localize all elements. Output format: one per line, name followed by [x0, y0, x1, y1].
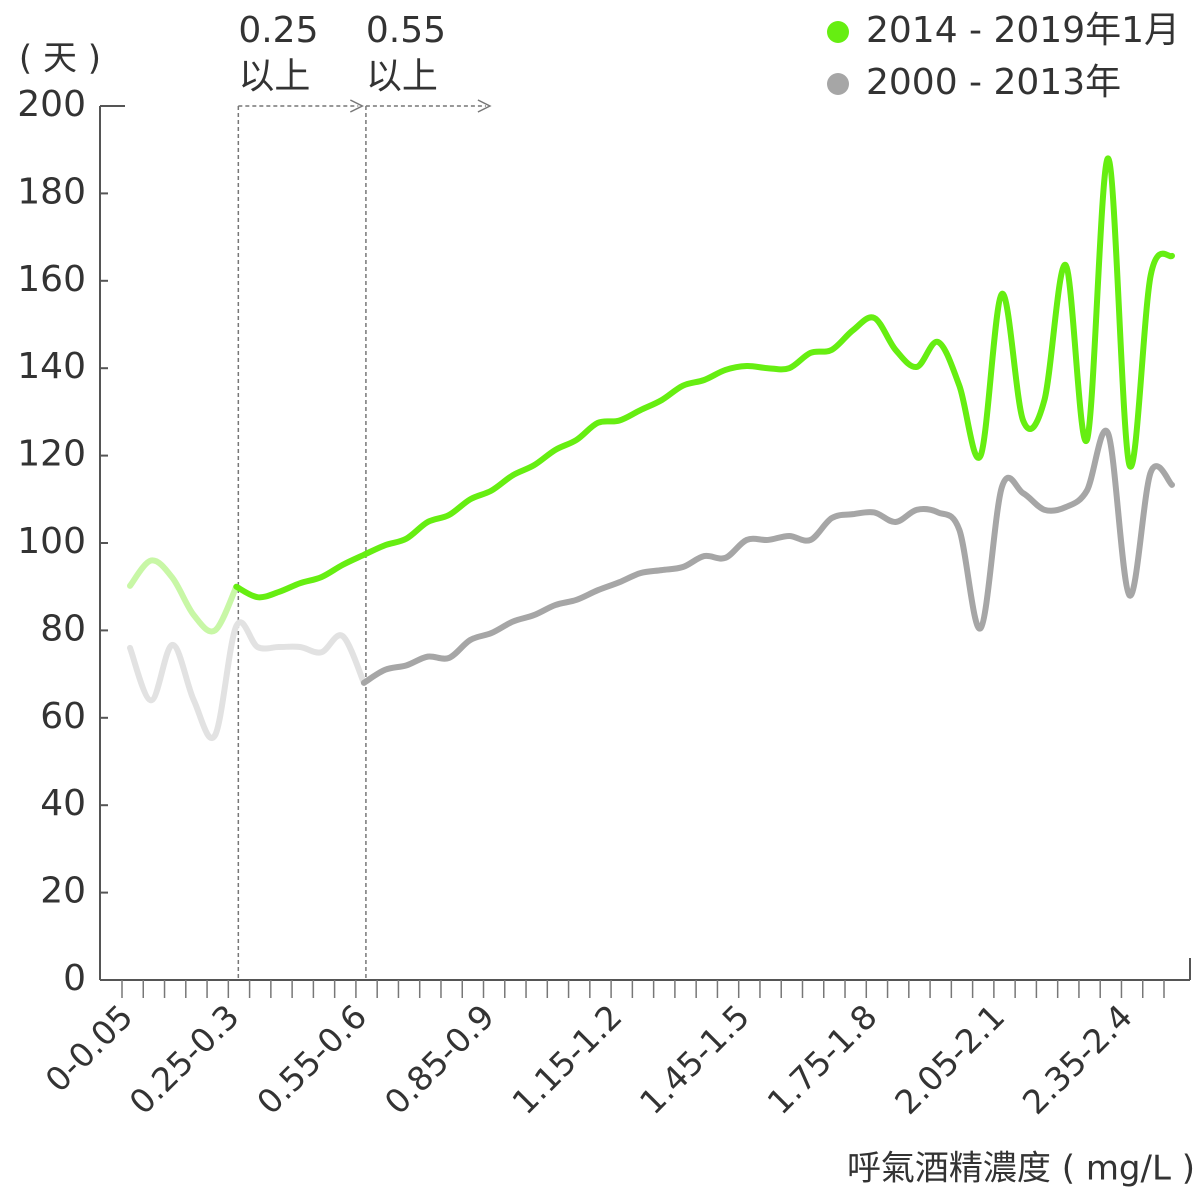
- x-tick-label: 1.15-1.2: [504, 997, 629, 1122]
- y-tick-label: 0: [63, 958, 86, 999]
- y-tick-label: 80: [40, 608, 86, 649]
- y-tick-label: 100: [17, 521, 86, 562]
- series-line: [127, 557, 240, 635]
- arrow-head: [477, 99, 492, 113]
- series-line: [233, 155, 1175, 601]
- legend-marker: [827, 21, 849, 43]
- x-tick-label: 1.75-1.8: [760, 997, 885, 1122]
- x-tick-label: 0.25-0.3: [122, 997, 247, 1122]
- annotation-text: 以上: [238, 56, 310, 97]
- x-tick-label: 0.55-0.6: [249, 997, 374, 1122]
- y-tick-label: 40: [40, 783, 86, 824]
- x-axis-label: 呼氣酒精濃度 ( mg/L ): [847, 1149, 1195, 1189]
- series-line: [360, 427, 1175, 686]
- y-tick-label: 60: [40, 696, 86, 737]
- series-line: [127, 619, 367, 741]
- y-tick-label: 20: [40, 871, 86, 912]
- y-tick-label: 140: [17, 346, 86, 387]
- y-tick-label: 200: [17, 84, 86, 125]
- y-tick-label: 180: [17, 171, 86, 212]
- arrow-head: [349, 99, 365, 113]
- legend-label: 2000 - 2013年: [866, 62, 1121, 103]
- x-tick-label: 2.35-2.4: [1015, 997, 1140, 1122]
- legend-label: 2014 - 2019年1月: [866, 10, 1180, 51]
- x-tick-label: 0.85-0.9: [377, 997, 502, 1122]
- x-tick-label: 1.45-1.5: [632, 997, 757, 1122]
- annotation-value: 0.25: [238, 10, 318, 51]
- x-tick-label: 0-0.05: [38, 997, 141, 1100]
- annotation-value: 0.55: [366, 10, 446, 51]
- legend-marker: [827, 73, 849, 95]
- annotation-text: 以上: [366, 56, 438, 97]
- y-tick-label: 160: [17, 259, 86, 300]
- y-tick-label: 120: [17, 434, 86, 475]
- y-axis-label: ( 天 ): [19, 39, 101, 79]
- x-tick-label: 2.05-2.1: [887, 997, 1012, 1122]
